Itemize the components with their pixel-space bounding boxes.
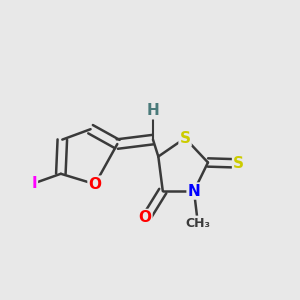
Text: S: S [233, 156, 244, 171]
Text: I: I [31, 176, 37, 191]
Text: CH₃: CH₃ [185, 217, 210, 230]
Text: H: H [147, 103, 159, 118]
Text: N: N [188, 184, 200, 199]
Text: S: S [180, 130, 190, 146]
Text: O: O [88, 177, 101, 192]
Text: O: O [138, 210, 152, 225]
